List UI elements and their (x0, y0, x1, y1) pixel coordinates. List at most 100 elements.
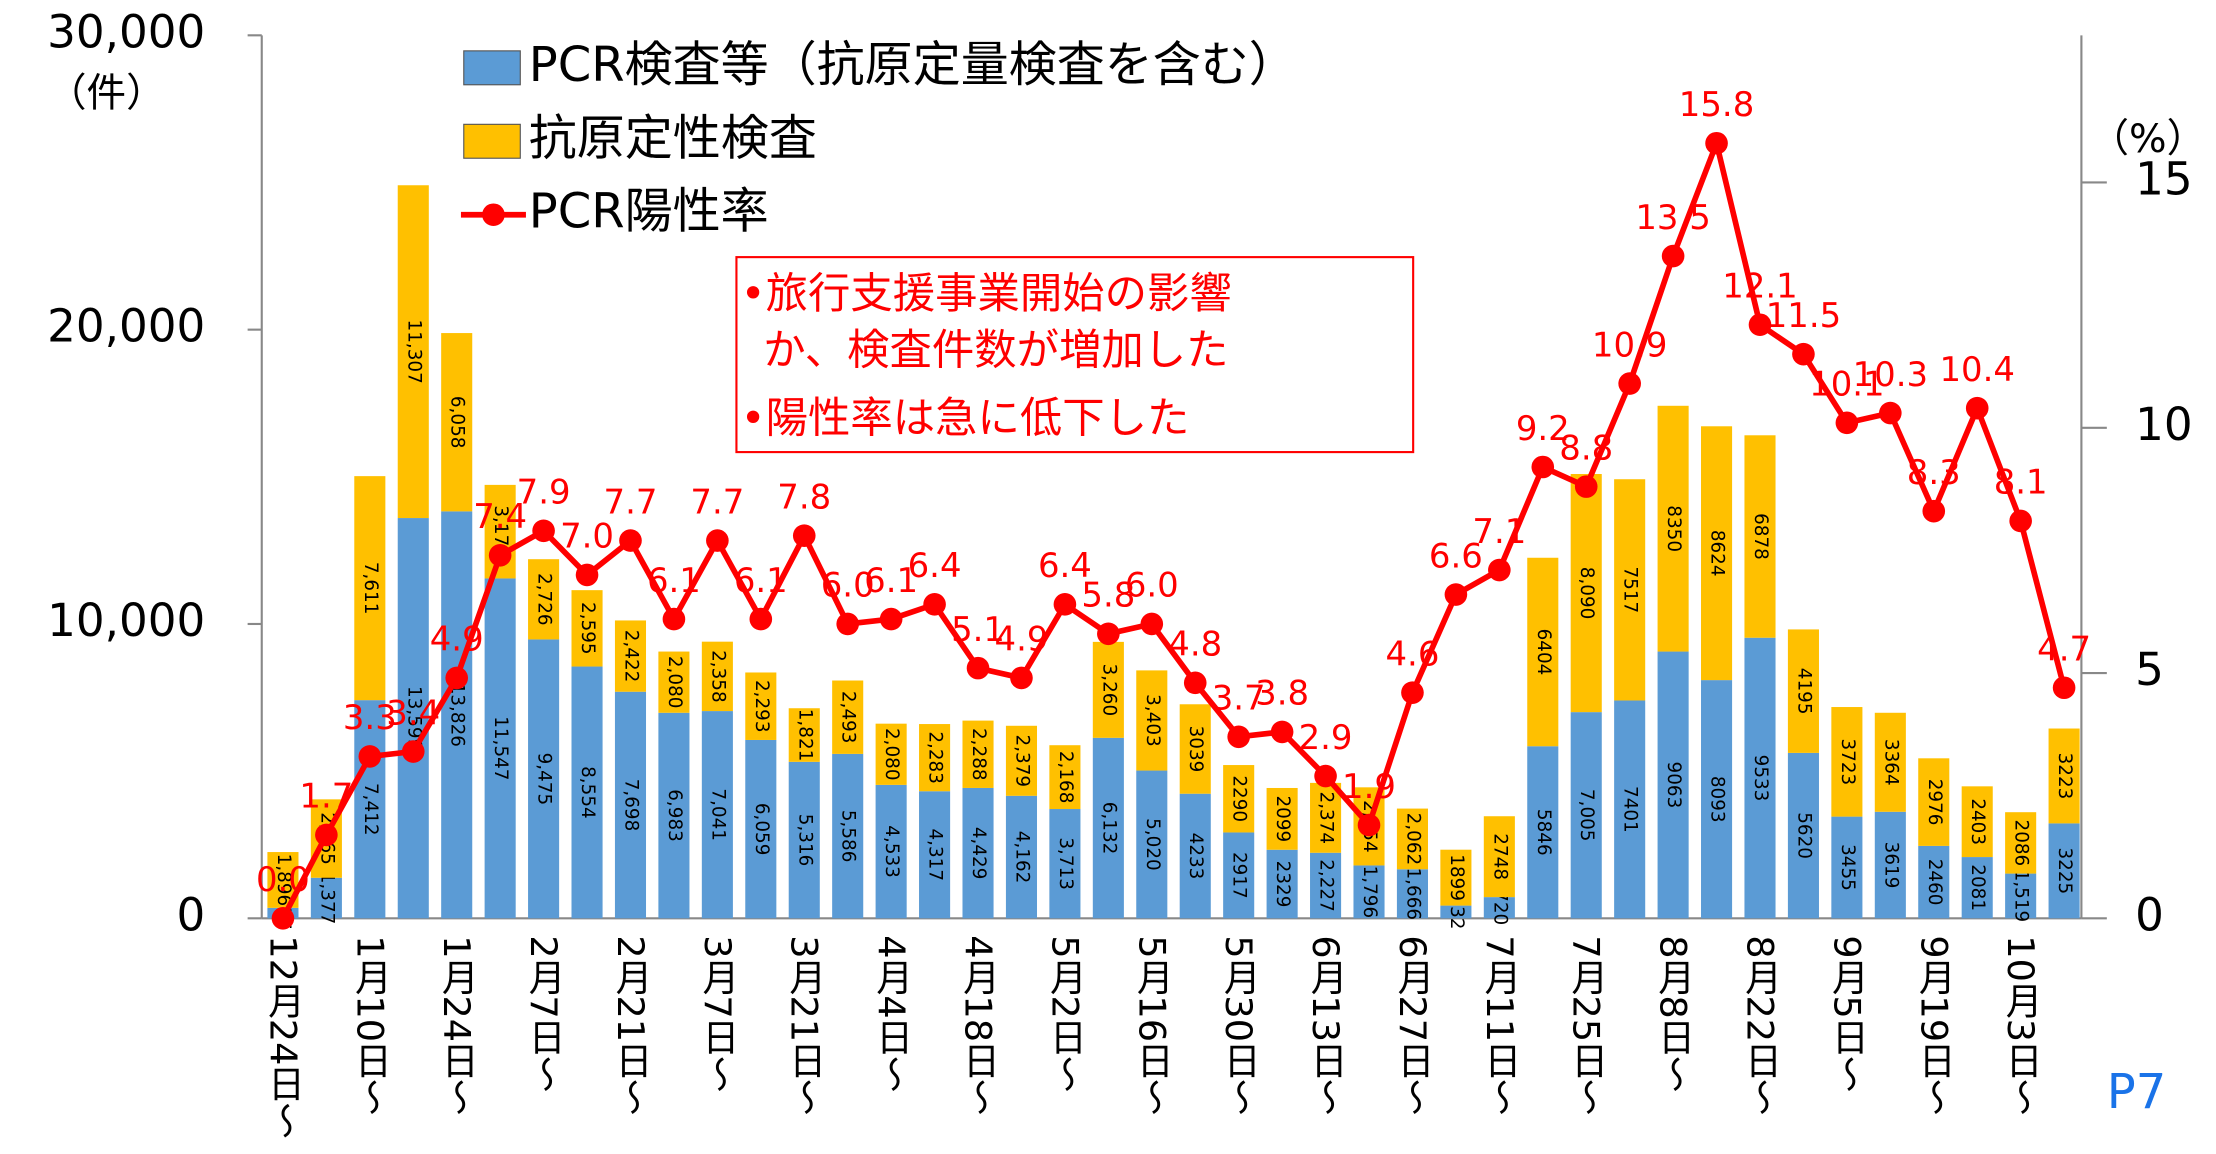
bar-value-label: 8624 (1707, 530, 1728, 577)
bar-segment (1831, 816, 1863, 919)
bar-value-label: 2329 (1272, 861, 1293, 908)
bar-value-label: 8093 (1707, 776, 1728, 823)
bar-segment (1657, 405, 1689, 652)
bar-segment (1918, 845, 1950, 919)
rate-point (1879, 401, 1902, 425)
rate-point (532, 519, 555, 543)
rate-value-label: 15.8 (1679, 85, 1754, 124)
bar-value-label: 3,403 (1142, 694, 1163, 747)
bar-value-label: 4,429 (968, 827, 989, 880)
rate-point (1270, 720, 1294, 744)
x-tick-label: 2月21日〜 (609, 935, 652, 1115)
rate-point (1531, 455, 1555, 479)
legend-swatch (463, 50, 521, 86)
bar-value-label: 1,896 (273, 854, 294, 907)
bar-value-label: 3455 (1837, 844, 1858, 891)
x-tick-label: 9月19日〜 (1912, 935, 1955, 1115)
rate-point (488, 543, 512, 567)
rate-value-label: 2.9 (1299, 718, 1353, 757)
rate-point (1965, 396, 1989, 420)
legend-label: PCR検査等（抗原定量検査を含む） (529, 37, 1297, 93)
bar-segment (701, 641, 733, 712)
bar-segment (1701, 680, 1733, 919)
bar-segment (1179, 793, 1211, 919)
bar-segment (1657, 651, 1689, 919)
bar-segment (701, 711, 733, 919)
bar-value-label: 7,611 (360, 562, 381, 615)
x-tick-label: 9月5日〜 (1825, 935, 1868, 1092)
bar-segment (1961, 857, 1993, 919)
bar-segment (1440, 849, 1472, 906)
bar-value-label: 8,090 (1576, 567, 1597, 620)
x-tick-label: 12月24日〜 (261, 935, 304, 1139)
bar-value-label: 6878 (1750, 513, 1771, 560)
bar-value-label: 2,358 (707, 650, 728, 703)
x-tick-label: 4月18日〜 (957, 935, 1000, 1115)
rate-value-label: 5.1 (951, 610, 1005, 649)
rate-point (1574, 475, 1598, 498)
x-tick-label: 7月25日〜 (1565, 935, 1608, 1115)
x-tick-label: 1月10日〜 (348, 935, 391, 1115)
rate-value-label: 3.7 (1212, 679, 1266, 718)
rate-point (1227, 725, 1250, 749)
bar-value-label: 2,080 (881, 728, 902, 781)
bar-segment (1874, 811, 1906, 919)
bar-segment (1396, 869, 1428, 919)
rate-point (401, 740, 425, 763)
rate-value-label: 8.8 (1559, 428, 1613, 467)
rate-point (1792, 342, 1815, 366)
x-tick-label: 7月11日〜 (1478, 935, 1521, 1115)
rate-value-label: 7.8 (777, 477, 831, 516)
x-tick-label: 6月13日〜 (1304, 935, 1347, 1115)
rate-point (966, 656, 990, 680)
bar-segment (788, 708, 820, 762)
bar-value-label: 6404 (1533, 629, 1554, 676)
rate-value-label: 12.1 (1722, 267, 1797, 306)
bar-value-label: 2,283 (925, 731, 946, 784)
annotation-line: •陽性率は急に低下した (741, 394, 1190, 443)
rate-value-label: 11.5 (1766, 296, 1841, 335)
x-tick-label: 3月21日〜 (783, 935, 826, 1115)
bar-segment (832, 753, 864, 919)
bar-value-label: 9063 (1663, 762, 1684, 809)
rate-point (575, 563, 599, 587)
bar-value-label: 1,796 (1359, 866, 1380, 919)
bar-value-label: 3225 (2054, 847, 2075, 894)
x-tick-label: 5月16日〜 (1130, 935, 1173, 1115)
rate-point (1748, 313, 1772, 337)
bar-segment (397, 185, 429, 519)
y2-tick-label: 0 (2135, 888, 2164, 941)
rate-value-label: 5.8 (1081, 576, 1135, 615)
bar-value-label: 6,058 (447, 396, 468, 449)
bar-value-label: 3,260 (1098, 664, 1119, 717)
bar-segment (1005, 725, 1038, 796)
bar-segment (1527, 557, 1559, 747)
x-tick-label: 6月27日〜 (1391, 935, 1434, 1115)
bar-value-label: 2099 (1272, 795, 1293, 842)
x-tick-label: 8月22日〜 (1738, 935, 1781, 1115)
legend-label: PCR陽性率 (529, 184, 769, 240)
bar-segment (397, 518, 429, 919)
rate-point (1661, 244, 1685, 268)
y2-tick-label: 5 (2135, 643, 2164, 696)
bar-segment (875, 784, 907, 919)
rate-point (1357, 813, 1381, 837)
bar-segment (614, 691, 647, 919)
bar-segment (1570, 474, 1602, 713)
bar-value-label: 2,595 (577, 602, 598, 655)
page-label: P7 (2107, 1064, 2167, 1120)
x-tick-label: 2月7日〜 (522, 935, 565, 1092)
bar-value-label: 2,293 (751, 680, 772, 733)
bar-segment (1136, 670, 1168, 771)
bar-value-label: 6,059 (751, 803, 772, 856)
bar-segment (2048, 823, 2080, 919)
bar-value-label: 2460 (1924, 859, 1945, 906)
bar-value-label: 2081 (1967, 864, 1988, 911)
y2-axis-label: （%） (2089, 116, 2206, 162)
rate-value-label: 9.2 (1516, 409, 1570, 448)
rate-point (1314, 764, 1337, 788)
rate-point (1401, 681, 1424, 704)
rate-point (923, 593, 946, 616)
bar-value-label: 13,599 (403, 686, 424, 750)
